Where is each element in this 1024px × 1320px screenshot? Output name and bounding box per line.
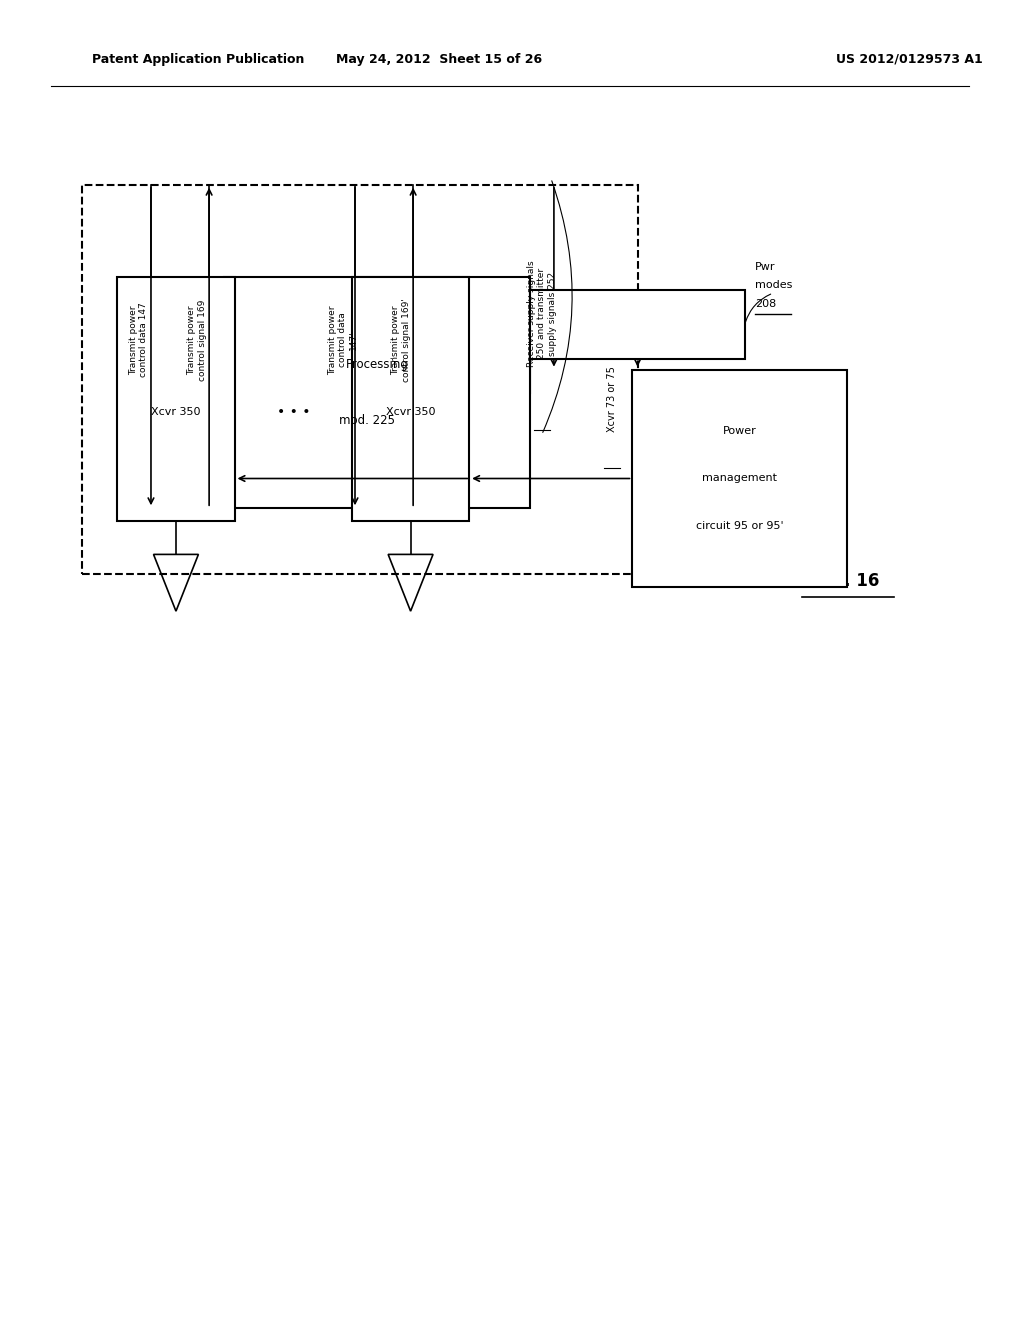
Text: Transmit power
control data
147': Transmit power control data 147' (328, 305, 357, 375)
Text: circuit 95 or 95': circuit 95 or 95' (695, 521, 783, 532)
Text: May 24, 2012  Sheet 15 of 26: May 24, 2012 Sheet 15 of 26 (336, 53, 542, 66)
Text: Xcvr 350: Xcvr 350 (152, 407, 201, 417)
Bar (82, 185, 638, 574)
Text: Patent Application Publication: Patent Application Publication (92, 53, 304, 66)
Text: Transmit power
control signal 169': Transmit power control signal 169' (391, 298, 411, 381)
Bar (530, 290, 744, 359)
Text: Power: Power (723, 425, 757, 436)
Bar (224, 277, 530, 508)
Text: Transmit power
control data 147: Transmit power control data 147 (129, 302, 148, 378)
Bar (633, 370, 847, 587)
Text: • • •: • • • (276, 404, 310, 418)
Text: mod. 225: mod. 225 (339, 414, 395, 426)
Bar (118, 277, 234, 521)
Bar (352, 277, 469, 521)
Text: Pwr: Pwr (755, 261, 775, 272)
Text: Xcvr 350: Xcvr 350 (386, 407, 435, 417)
Text: Xcvr 73 or 75: Xcvr 73 or 75 (607, 366, 617, 432)
Text: Transmit power
control signal 169: Transmit power control signal 169 (187, 300, 207, 380)
Text: management: management (702, 474, 777, 483)
Text: Receiver supply signals
250 and transmitter
supply signals 252: Receiver supply signals 250 and transmit… (526, 260, 557, 367)
Text: 208: 208 (755, 298, 776, 309)
Text: Processing: Processing (346, 359, 409, 371)
Text: modes: modes (755, 280, 793, 290)
Text: FIG. 16: FIG. 16 (813, 572, 880, 590)
Text: US 2012/0129573 A1: US 2012/0129573 A1 (837, 53, 983, 66)
